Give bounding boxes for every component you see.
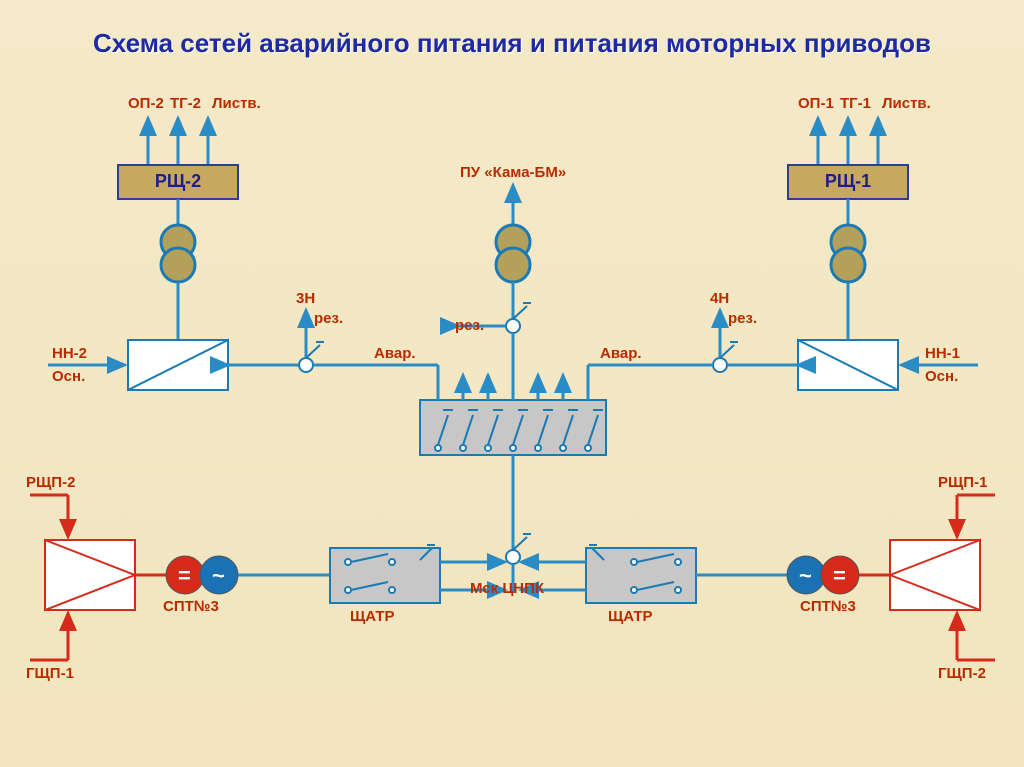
label-listv-r: Листв. [882,95,931,112]
label-rschp2: РЩП-2 [26,474,75,491]
label-spt3-l: СПТ№3 [163,598,219,615]
label-msk: Мск ЦНПК [470,580,544,597]
sym-tilde-r: ~ [799,563,812,589]
label-4h: 4Н [710,290,729,307]
label-osn-l: Осн. [52,368,85,385]
label-tg1: ТГ-1 [840,95,871,112]
label-op1: ОП-1 [798,95,834,112]
label-osn-r: Осн. [925,368,958,385]
label-avar-r: Авар. [600,345,642,362]
label-rschp1: РЩП-1 [938,474,987,491]
label-op2: ОП-2 [128,95,164,112]
label-3h: 3Н [296,290,315,307]
label-avar-l: Авар. [374,345,416,362]
diagram-stage: { "title": "Схема сетей аварийного питан… [0,0,1024,767]
label-spt3-r: СПТ№3 [800,598,856,615]
label-rez-l: рез. [314,310,343,327]
box-rsh1: РЩ-1 [788,171,908,192]
label-rez-c: рез. [455,317,484,334]
label-rez-r: рез. [728,310,757,327]
label-schatr-r: ЩАТР [608,608,653,625]
label-schatr-l: ЩАТР [350,608,395,625]
box-rsh2: РЩ-2 [118,171,238,192]
sym-eq-r: = [833,563,846,589]
label-nn2: НН-2 [52,345,87,362]
label-nn1: НН-1 [925,345,960,362]
diagram-svg [0,0,1024,767]
sym-tilde-l: ~ [212,563,225,589]
label-listv-l: Листв. [212,95,261,112]
label-gschp2: ГЩП-2 [938,665,986,682]
label-pu-kama: ПУ «Кама-БМ» [460,164,566,181]
label-gschp1: ГЩП-1 [26,665,74,682]
label-tg2: ТГ-2 [170,95,201,112]
sym-eq-l: = [178,563,191,589]
